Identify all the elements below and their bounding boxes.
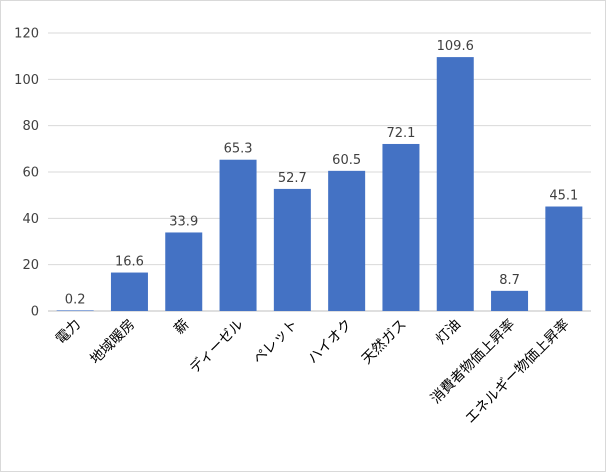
x-category-label: エネルギー物価上昇率 bbox=[462, 316, 573, 427]
bar bbox=[56, 310, 94, 311]
y-tick-label: 100 bbox=[14, 73, 39, 88]
x-category-label: 薪 bbox=[171, 317, 192, 338]
data-label: 45.1 bbox=[549, 189, 578, 204]
data-label: 109.6 bbox=[437, 39, 474, 54]
bar bbox=[436, 57, 474, 311]
data-label: 33.9 bbox=[169, 214, 198, 229]
data-label: 72.1 bbox=[386, 126, 415, 141]
x-category-label: ペレット bbox=[250, 317, 301, 368]
x-category-label: ハイオク bbox=[305, 317, 356, 368]
y-tick-label: 0 bbox=[31, 305, 39, 320]
data-label: 60.5 bbox=[332, 153, 361, 168]
y-tick-label: 120 bbox=[14, 27, 39, 42]
bar bbox=[273, 188, 311, 311]
y-tick-label: 80 bbox=[22, 119, 39, 134]
bar bbox=[328, 170, 366, 311]
x-category-label: 灯油 bbox=[433, 317, 464, 348]
bar bbox=[382, 143, 420, 311]
bar bbox=[165, 232, 203, 311]
y-tick-label: 20 bbox=[22, 258, 39, 273]
data-label: 8.7 bbox=[499, 273, 520, 288]
data-label: 65.3 bbox=[224, 142, 253, 157]
data-label: 52.7 bbox=[278, 171, 307, 186]
data-label: 16.6 bbox=[115, 255, 144, 270]
y-tick-label: 60 bbox=[22, 166, 39, 181]
bar bbox=[219, 159, 257, 311]
data-label: 0.2 bbox=[65, 293, 86, 308]
x-category-label: 地域暖房 bbox=[87, 317, 138, 368]
x-category-label: 電力 bbox=[53, 317, 84, 348]
y-tick-label: 40 bbox=[22, 212, 39, 227]
x-category-label: 天然ガス bbox=[358, 316, 410, 368]
bar bbox=[491, 290, 529, 311]
x-category-label: ディーゼル bbox=[186, 316, 247, 377]
bar bbox=[545, 206, 583, 311]
bar bbox=[110, 272, 148, 311]
